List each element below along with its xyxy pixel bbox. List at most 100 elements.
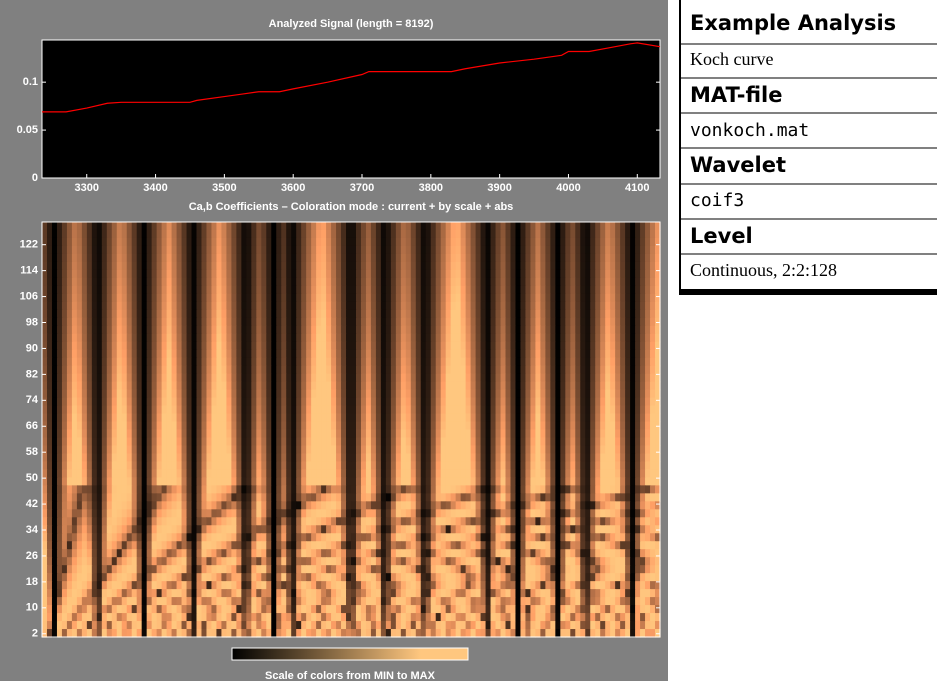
scalogram-cell — [600, 222, 606, 231]
scalogram-cell — [465, 229, 472, 239]
scalogram-cell — [51, 437, 58, 447]
scalogram-cell — [570, 349, 576, 359]
scalogram-cell — [146, 477, 153, 486]
scalogram-cell — [161, 493, 168, 502]
scalogram-cell — [196, 413, 203, 423]
scalogram-cell — [141, 389, 148, 399]
scalogram-cell — [176, 517, 183, 526]
scalogram-cell — [425, 509, 432, 518]
scalogram-cell — [590, 421, 596, 431]
scalogram-cell — [171, 413, 178, 423]
scalogram-cell — [520, 325, 527, 335]
scalogram-cell — [146, 381, 153, 391]
scalogram-cell — [545, 245, 551, 255]
scalogram-cell — [61, 437, 68, 447]
scalogram-cell — [570, 525, 576, 534]
scalogram-cell — [535, 293, 541, 303]
scalogram-cell — [241, 269, 247, 279]
scalogram-cell — [101, 357, 108, 367]
scalogram-cell — [166, 237, 173, 247]
scalogram-cell — [570, 365, 576, 375]
scalogram-cell — [555, 269, 561, 279]
scalogram-cell — [341, 309, 347, 319]
scalogram-cell — [520, 397, 527, 407]
scalogram-cell — [341, 245, 347, 255]
scalogram-cell — [261, 341, 267, 351]
scalogram-cell — [206, 533, 213, 542]
scalogram-cell — [655, 373, 661, 383]
scalogram-cell — [151, 453, 158, 463]
scalogram-cell — [590, 509, 596, 518]
scalogram-cell — [515, 397, 522, 407]
scalogram-cell — [410, 421, 417, 431]
scalogram-cell — [71, 253, 78, 263]
scalogram-cell — [281, 501, 287, 510]
scalogram-cell — [380, 301, 387, 311]
scalogram-cell — [635, 285, 641, 295]
scalogram-cell — [171, 493, 178, 502]
scalogram-cell — [410, 493, 417, 502]
scalogram-cell — [640, 277, 646, 287]
scalogram-cell — [480, 309, 487, 319]
scalogram-cell — [241, 533, 247, 542]
scalogram-cell — [440, 269, 447, 279]
scalogram-cell — [201, 341, 208, 351]
scalogram-cell — [575, 309, 581, 319]
scalogram-cell — [560, 277, 566, 287]
scalogram-cell — [410, 525, 417, 534]
scalogram-cell — [91, 453, 98, 463]
scalogram-cell — [545, 253, 551, 263]
scalogram-cell — [620, 389, 626, 399]
scalogram-cell — [196, 501, 203, 510]
scalogram-cell — [331, 309, 337, 319]
scalogram-cell — [86, 349, 93, 359]
scalogram-cell — [595, 285, 601, 295]
scalogram-cell — [560, 357, 566, 367]
scalogram-cell — [231, 301, 237, 311]
scalogram-cell — [575, 245, 581, 255]
scalogram-cell — [176, 269, 183, 279]
scalogram-cell — [181, 269, 188, 279]
scalogram-cell — [111, 301, 118, 311]
scalogram-cell — [136, 301, 143, 311]
scalogram-cell — [241, 237, 247, 247]
scalogram-cell — [385, 301, 392, 311]
scalogram-cell — [425, 501, 432, 510]
scalogram-cell — [111, 405, 118, 415]
scalogram-cell — [480, 269, 487, 279]
scalogram-cell — [640, 237, 646, 247]
scalogram-cell — [51, 493, 58, 502]
scalogram-cell — [615, 461, 621, 471]
scalogram-cell — [570, 357, 576, 367]
scalogram-cell — [635, 501, 641, 510]
scalogram-cell — [385, 413, 392, 423]
scalogram-cell — [241, 453, 247, 463]
scalogram-cell — [400, 261, 407, 271]
scalogram-cell — [271, 461, 277, 471]
scalogram-cell — [96, 349, 103, 359]
scalogram-cell — [430, 397, 437, 407]
scalogram-cell — [101, 501, 108, 510]
scalogram-cell — [116, 341, 123, 351]
scalogram-cell — [246, 525, 252, 534]
scalogram-cell — [311, 357, 317, 367]
scalogram-cell — [465, 341, 472, 351]
scalogram-cell — [116, 261, 123, 271]
scalogram-cell — [321, 349, 327, 359]
scalogram-cell — [375, 397, 382, 407]
scalogram-cell — [42, 293, 48, 303]
scalogram-cell — [311, 493, 317, 502]
scalogram-cell — [291, 525, 297, 534]
scalogram-cell — [81, 405, 88, 415]
scalogram-cell — [400, 317, 407, 327]
scalogram — [42, 222, 661, 638]
scalogram-cell — [475, 309, 482, 319]
scalogram-cell — [231, 397, 237, 407]
scalogram-cell — [440, 525, 447, 534]
scalogram-cell — [410, 309, 417, 319]
scalogram-cell — [251, 469, 257, 478]
scalogram-cell — [231, 285, 237, 295]
scalogram-cell — [360, 229, 367, 239]
scalogram-cell — [91, 541, 98, 550]
scalogram-cell — [241, 493, 247, 502]
